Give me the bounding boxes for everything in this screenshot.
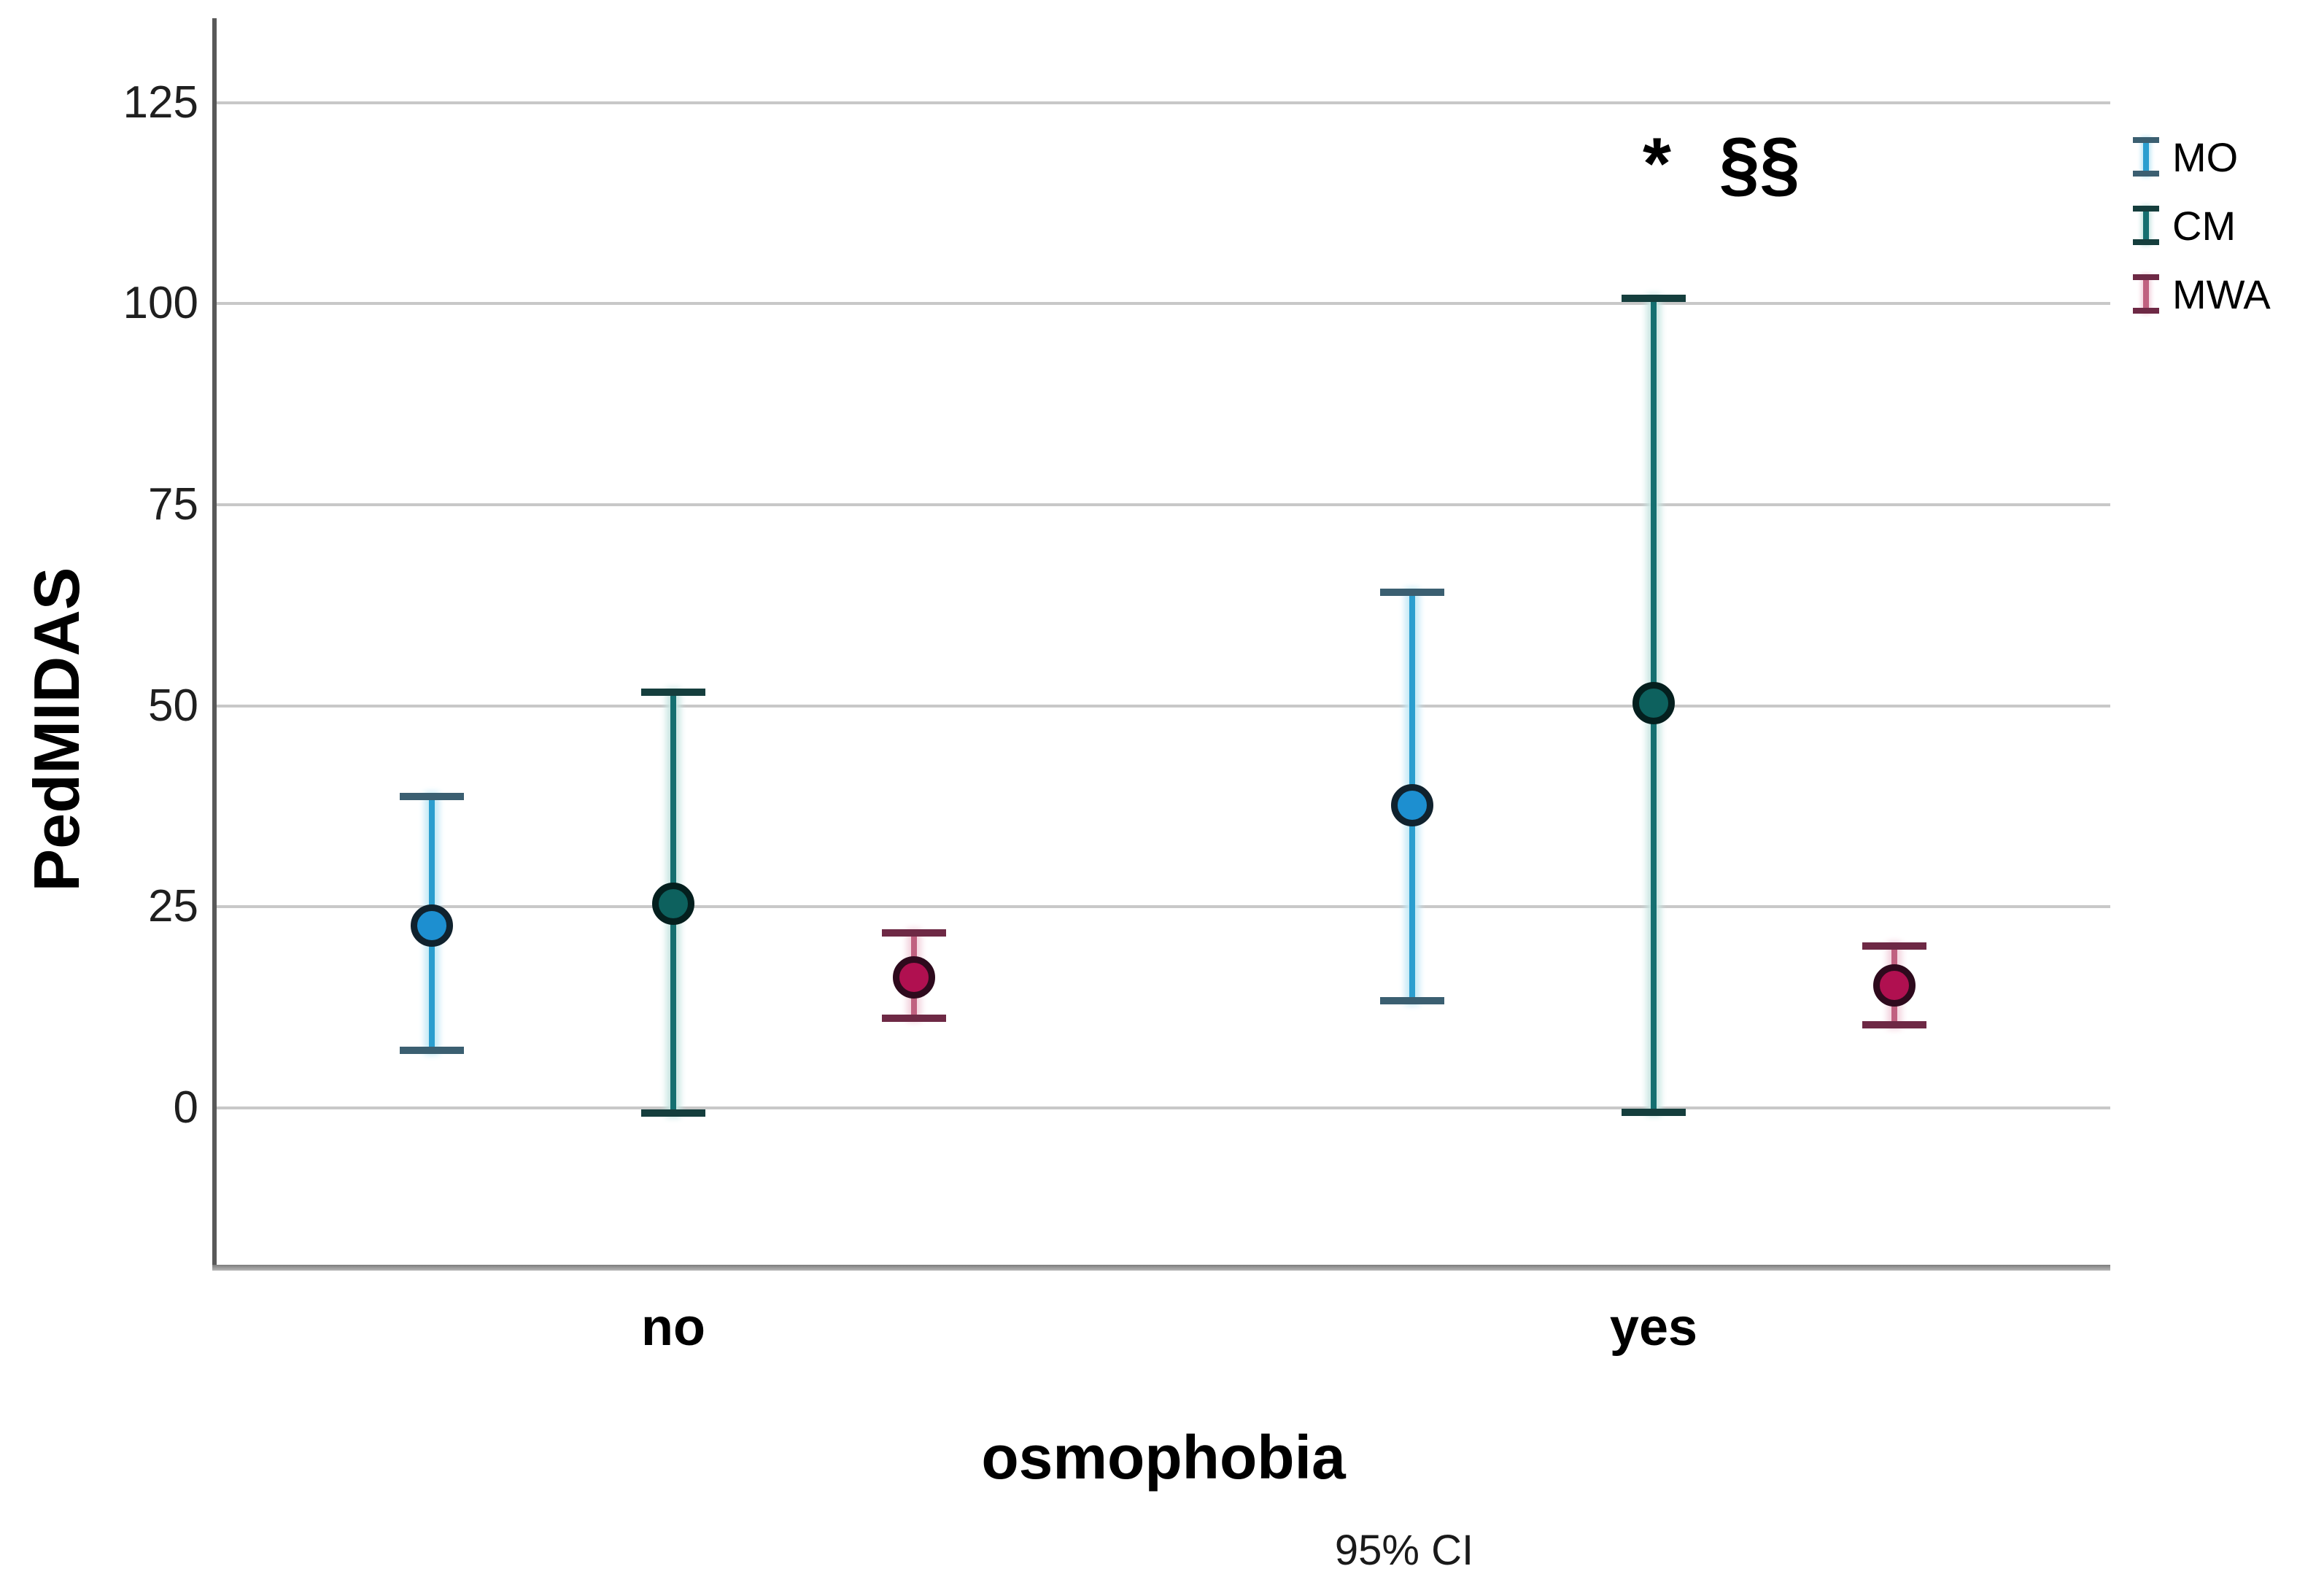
- errorbar-cap-top-cm-no: [641, 688, 705, 696]
- legend-label-cm: CM: [2172, 202, 2236, 249]
- errorbar-cap-top-mwa-yes: [1862, 942, 1926, 950]
- y-tick-label-50: 50: [148, 680, 198, 731]
- significance-annotation: * §§: [1643, 123, 1800, 205]
- legend-entry-mo: MO: [2131, 123, 2271, 191]
- gridline-y-50: [217, 704, 2110, 708]
- x-axis-line: [212, 1265, 2110, 1271]
- icon-part: [2143, 139, 2149, 175]
- mean-dot-mo-yes: [1391, 784, 1433, 827]
- gridline-y-0: [217, 1106, 2110, 1109]
- errorbar-cap-bottom-cm-yes: [1622, 1108, 1686, 1116]
- y-tick-label-100: 100: [123, 278, 198, 329]
- y-axis-line: [212, 18, 217, 1271]
- errorbar-cap-top-mo-yes: [1380, 589, 1444, 597]
- mean-dot-mwa-no: [893, 956, 935, 999]
- errorbar-cap-bottom-cm-no: [641, 1109, 705, 1117]
- gridline-y-100: [217, 302, 2110, 306]
- icon-part: [2133, 239, 2159, 245]
- icon-part: [2133, 308, 2159, 314]
- caption-95ci: 95% CI: [1334, 1527, 1474, 1574]
- icon-part: [2133, 274, 2159, 280]
- errorbar-icon-mwa: [2131, 273, 2161, 315]
- gridline-y-25: [217, 905, 2110, 909]
- legend-label-mo: MO: [2172, 133, 2239, 180]
- icon-part: [2133, 137, 2159, 143]
- errorbar-cap-bottom-mwa-yes: [1862, 1021, 1926, 1029]
- mean-dot-mo-no: [411, 904, 453, 947]
- errorbar-icon-cm: [2131, 204, 2161, 247]
- errorbar-cap-bottom-mo-no: [400, 1046, 464, 1054]
- legend: MO CM MWA: [2131, 123, 2271, 328]
- y-tick-label-25: 25: [148, 881, 198, 932]
- icon-part: [2133, 171, 2159, 177]
- icon-part: [2143, 276, 2149, 312]
- errorbar-icon-mo: [2131, 136, 2161, 178]
- errorbar-cap-top-mo-no: [400, 793, 464, 801]
- icon-part: [2133, 206, 2159, 212]
- icon-part: [2143, 207, 2149, 244]
- x-tick-label-yes: yes: [1609, 1298, 1698, 1357]
- legend-label-mwa: MWA: [2172, 271, 2271, 317]
- mean-dot-cm-yes: [1632, 682, 1675, 725]
- legend-entry-mwa: MWA: [2131, 260, 2271, 328]
- errorbar-cap-top-mwa-no: [882, 929, 946, 937]
- y-tick-label-125: 125: [123, 77, 198, 128]
- mean-dot-mwa-yes: [1873, 964, 1916, 1007]
- x-tick-label-no: no: [641, 1298, 705, 1357]
- y-tick-label-75: 75: [148, 479, 198, 530]
- errorbar-cap-bottom-mwa-no: [882, 1014, 946, 1022]
- gridline-y-75: [217, 503, 2110, 507]
- gridline-y-125: [217, 101, 2110, 104]
- y-tick-label-0: 0: [173, 1082, 198, 1133]
- x-axis-title: osmophobia: [981, 1423, 1346, 1492]
- legend-entry-cm: CM: [2131, 191, 2271, 260]
- mean-dot-cm-no: [652, 882, 694, 925]
- errorbar-cap-top-cm-yes: [1622, 294, 1686, 302]
- errorbar-cap-bottom-mo-yes: [1380, 997, 1444, 1005]
